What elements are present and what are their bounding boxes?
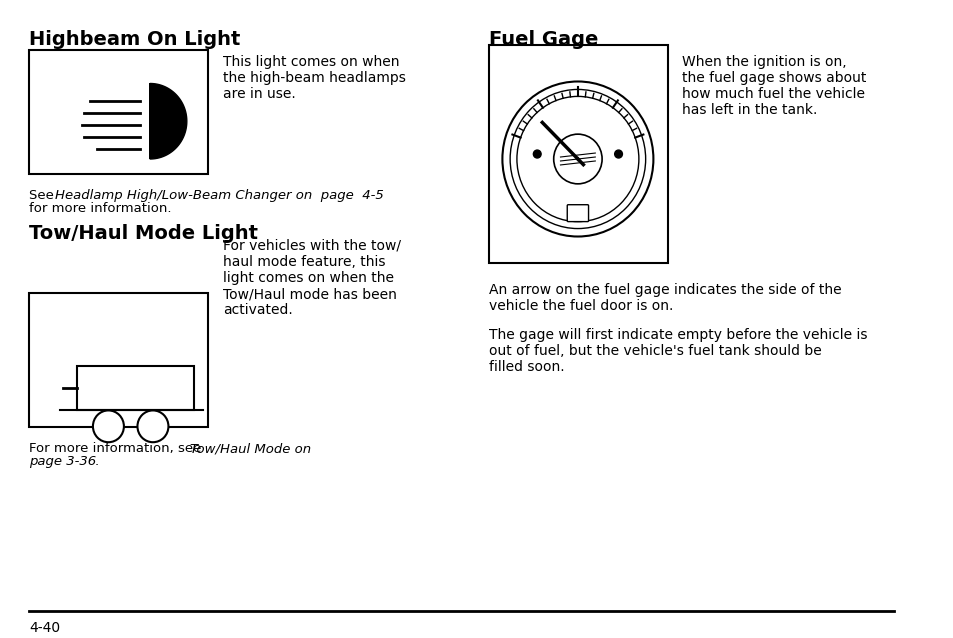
Text: Tow/Haul Mode on: Tow/Haul Mode on xyxy=(190,442,311,456)
Text: for more information.: for more information. xyxy=(29,202,172,215)
Text: .: . xyxy=(94,455,99,468)
Text: Highbeam On Light: Highbeam On Light xyxy=(29,30,240,49)
Circle shape xyxy=(533,150,540,158)
Text: This light comes on when
the high-beam headlamps
are in use.: This light comes on when the high-beam h… xyxy=(222,55,405,101)
Circle shape xyxy=(502,82,653,237)
Bar xyxy=(29,50,208,174)
Text: Headlamp High/Low-Beam Changer on  page  4-5: Headlamp High/Low-Beam Changer on page 4… xyxy=(55,189,383,202)
Text: When the ignition is on,
the fuel gage shows about
how much fuel the vehicle
has: When the ignition is on, the fuel gage s… xyxy=(681,55,866,117)
Circle shape xyxy=(137,410,169,442)
Bar xyxy=(77,366,193,410)
Text: Tow/Haul Mode Light: Tow/Haul Mode Light xyxy=(29,223,257,242)
Text: The gage will first indicate empty before the vehicle is
out of fuel, but the ve: The gage will first indicate empty befor… xyxy=(488,328,866,375)
Bar xyxy=(488,45,667,263)
Text: For vehicles with the tow/
haul mode feature, this
light comes on when the
Tow/H: For vehicles with the tow/ haul mode fea… xyxy=(222,239,400,317)
Polygon shape xyxy=(150,84,187,159)
Text: See: See xyxy=(29,189,58,202)
Circle shape xyxy=(510,89,645,228)
Circle shape xyxy=(92,410,124,442)
Bar xyxy=(29,293,208,427)
Text: 4-40: 4-40 xyxy=(29,621,60,635)
Circle shape xyxy=(553,134,601,184)
Circle shape xyxy=(517,96,639,221)
Circle shape xyxy=(614,150,621,158)
FancyBboxPatch shape xyxy=(567,205,588,221)
Text: An arrow on the fuel gage indicates the side of the
vehicle the fuel door is on.: An arrow on the fuel gage indicates the … xyxy=(488,283,841,313)
Text: page 3-36: page 3-36 xyxy=(29,455,96,468)
Text: Fuel Gage: Fuel Gage xyxy=(488,30,598,49)
Text: For more information, see: For more information, see xyxy=(29,442,206,456)
